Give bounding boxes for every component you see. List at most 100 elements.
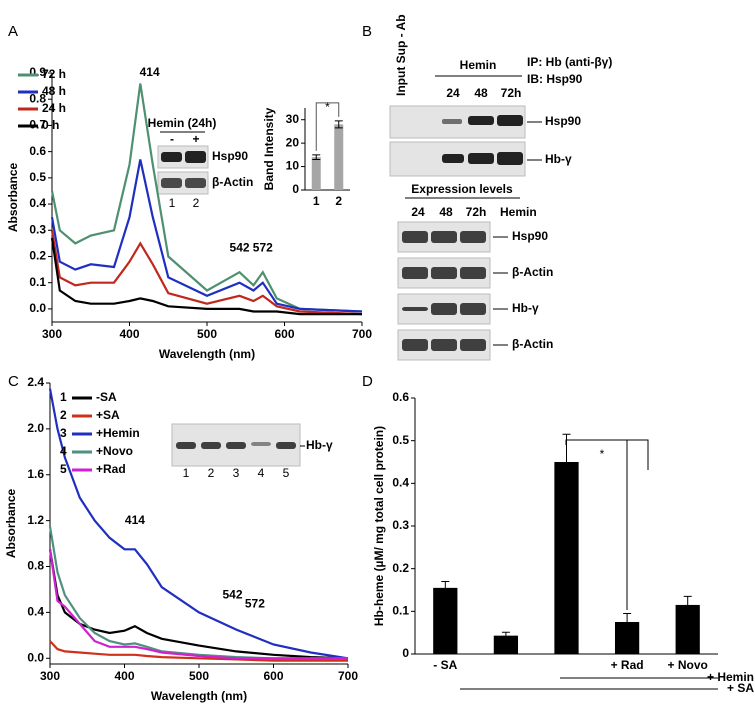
x-tick-label: 400	[119, 327, 139, 341]
legend-label: 72 h	[42, 67, 66, 81]
line-series	[50, 230, 363, 316]
annotation: 414	[125, 513, 145, 527]
y-tick-label: 10	[286, 159, 300, 173]
band	[497, 152, 523, 165]
y-axis-label: Absorbance	[4, 489, 18, 559]
band	[185, 151, 206, 163]
y-tick-label: 0.2	[29, 249, 46, 263]
y-tick-label: 20	[286, 135, 300, 149]
treatment-label: + SA	[727, 681, 754, 695]
band-label: β-Actin	[512, 337, 553, 351]
band	[251, 442, 271, 446]
y-axis-label: Absorbance	[6, 163, 20, 233]
y-tick-label: 0.8	[29, 91, 46, 105]
legend-label: 0 h	[42, 118, 59, 132]
legend-label: +SA	[96, 408, 120, 422]
band	[460, 231, 486, 243]
bar	[334, 124, 344, 190]
lane-number: 2	[193, 196, 200, 210]
bar	[433, 587, 458, 654]
time: 24	[446, 86, 460, 100]
lane-number: 3	[233, 466, 240, 480]
y-tick-label: 1.6	[27, 467, 44, 481]
band	[161, 178, 182, 188]
significance-bracket	[315, 102, 340, 151]
band	[402, 307, 428, 311]
y-tick-label: 0	[402, 646, 409, 660]
x-tick-label: + Novo	[668, 658, 708, 672]
band	[185, 178, 206, 188]
x-tick-label: 300	[42, 327, 62, 341]
y-tick-label: 0.6	[29, 144, 46, 158]
y-tick-label: 1.2	[27, 513, 44, 527]
line-series	[48, 526, 348, 660]
legend-label: 48 h	[42, 84, 66, 98]
y-tick-label: 0.6	[392, 390, 409, 404]
legend-label: +Hemin	[96, 426, 140, 440]
panel-label: A	[8, 23, 18, 40]
panel-label: B	[362, 23, 372, 40]
band	[460, 303, 486, 315]
legend-label: -SA	[96, 390, 117, 404]
blot-stack: Hsp90 β-Actin Hb-γ β-Actin	[397, 221, 553, 361]
y-tick-label: 0.0	[29, 301, 46, 315]
error-bar	[334, 120, 343, 129]
band	[161, 152, 182, 162]
x-tick-label: 2	[335, 194, 342, 208]
y-tick-label: 0.5	[392, 433, 409, 447]
x-axis-label: Wavelength (nm)	[159, 347, 255, 361]
error-bar	[623, 612, 632, 632]
y-tick-label: 0.8	[27, 559, 44, 573]
annotation: *	[600, 447, 605, 461]
annotation: 572	[245, 597, 265, 611]
legend-number: 4	[60, 444, 67, 458]
band-label: Hsp90	[545, 114, 581, 128]
band	[226, 442, 246, 449]
blot	[157, 171, 209, 195]
lane-number: 5	[283, 466, 290, 480]
x-tick-label: + Rad	[611, 658, 644, 672]
annotation: 572	[253, 241, 273, 255]
y-axis-label: Hb-heme (µM/ mg total cell protein)	[372, 426, 386, 626]
error-bar	[683, 595, 692, 614]
legend-number: 2	[60, 408, 67, 422]
band-label: Hb-γ	[512, 301, 539, 315]
band-label: Hsp90	[512, 229, 548, 243]
error-bar	[501, 631, 510, 640]
lane-number: 4	[258, 466, 265, 480]
band	[468, 116, 494, 125]
panel-label: D	[362, 373, 373, 390]
line-series	[48, 388, 349, 660]
y-tick-label: 0.4	[29, 196, 46, 210]
band	[431, 231, 457, 243]
x-tick-label: 500	[197, 327, 217, 341]
bar	[554, 462, 579, 654]
y-tick-label: 0.4	[27, 605, 44, 619]
annotation: 414	[140, 65, 160, 79]
x-tick-label: 1	[313, 194, 320, 208]
time: 48	[439, 205, 453, 219]
x-tick-label: 600	[274, 327, 294, 341]
bar	[493, 635, 519, 654]
band	[497, 115, 523, 126]
ib-label: IB: Hsp90	[527, 72, 583, 86]
panel-label: C	[8, 373, 19, 390]
x-tick-label: 600	[263, 669, 283, 683]
band	[442, 119, 462, 124]
line-series	[48, 549, 349, 660]
y-axis-label: Band Intensity	[262, 107, 276, 190]
band	[201, 442, 221, 449]
band	[442, 154, 464, 163]
error-bar	[562, 433, 571, 491]
y-tick-label: 30	[286, 112, 300, 126]
band	[431, 267, 457, 279]
y-tick-label: 0.4	[392, 476, 409, 490]
legend-number: 1	[60, 390, 67, 404]
x-tick-label: - SA	[433, 658, 457, 672]
lane-label: +	[192, 132, 199, 146]
y-tick-label: 0.1	[29, 275, 46, 289]
band	[276, 442, 296, 449]
y-tick-label: 0.2	[392, 561, 409, 575]
band	[402, 231, 428, 243]
